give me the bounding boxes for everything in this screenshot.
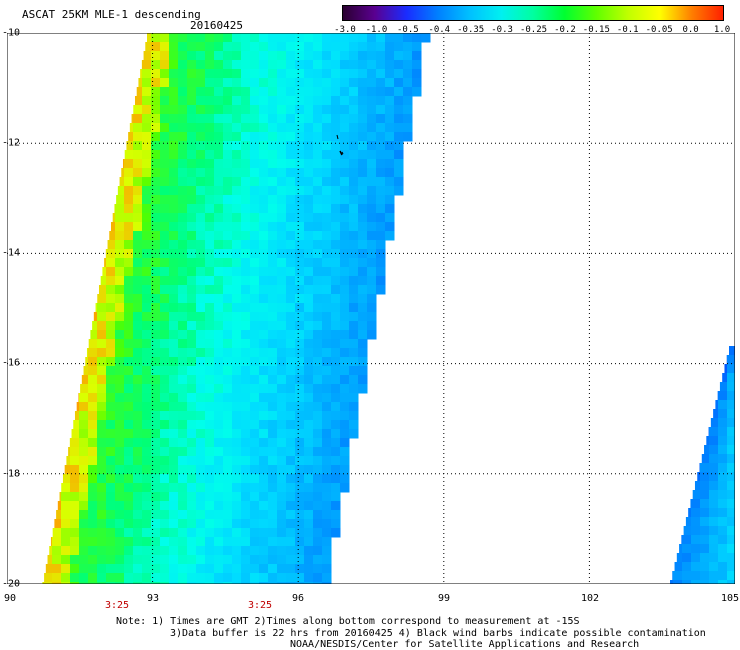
y-tick-label: -20 <box>2 578 21 590</box>
color-scale-label: -0.25 <box>519 25 548 35</box>
color-scale-label: 1.0 <box>713 25 731 35</box>
map-date: 20160425 <box>190 19 243 32</box>
lat-lon-grid <box>7 33 735 584</box>
x-tick-label: 96 <box>291 593 305 604</box>
color-scale-bar <box>342 5 724 21</box>
color-scale-label: -0.05 <box>645 25 673 35</box>
x-tick-label: 102 <box>580 593 600 604</box>
time-label: 3:25 <box>104 600 130 611</box>
y-tick-label: -12 <box>2 137 21 149</box>
note-line-2: 3)Data buffer is 22 hrs from 20160425 4)… <box>170 628 706 639</box>
color-scale-label: -1.0 <box>365 25 388 35</box>
color-scale-label: 0.0 <box>682 25 699 35</box>
swath-left <box>42 33 431 584</box>
swath-map <box>7 33 735 584</box>
color-scale-label: -0.1 <box>616 25 639 35</box>
color-scale-label: -0.3 <box>491 25 513 35</box>
y-tick-label: -14 <box>2 247 21 259</box>
x-tick-label: 99 <box>437 593 451 604</box>
color-scale-label: -0.35 <box>457 25 485 35</box>
note-line-3: NOAA/NESDIS/Center for Satellite Applica… <box>290 639 640 650</box>
color-scale-label: -3.0 <box>334 25 356 35</box>
x-tick-label: 90 <box>3 593 17 604</box>
wind-barb-marks <box>336 134 344 156</box>
map-title: ASCAT 25KM MLE-1 descending <box>22 8 201 21</box>
swath-right <box>670 346 735 584</box>
color-scale-label: -0.4 <box>428 25 451 35</box>
x-tick-label: 93 <box>146 593 160 604</box>
color-scale-label: -0.15 <box>582 25 610 35</box>
y-tick-label: -10 <box>2 27 21 39</box>
y-tick-label: -16 <box>2 357 21 369</box>
note-line-1: Note: 1) Times are GMT 2)Times along bot… <box>116 616 580 627</box>
color-scale-label: -0.2 <box>554 25 576 35</box>
x-tick-label: 105 <box>720 593 740 604</box>
time-label: 3:25 <box>247 600 273 611</box>
color-scale-label: -0.5 <box>396 25 419 35</box>
y-tick-label: -18 <box>2 468 21 480</box>
